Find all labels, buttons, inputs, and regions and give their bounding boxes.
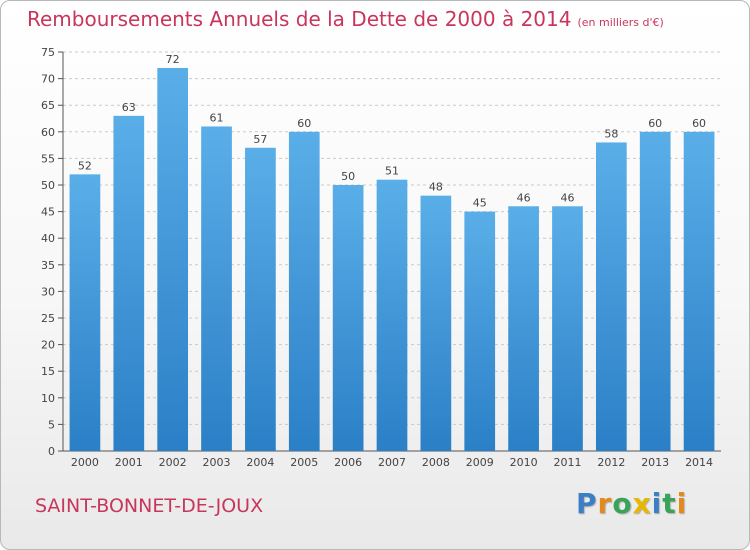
- x-tick-label: 2010: [510, 456, 538, 469]
- bar: [683, 131, 715, 452]
- x-tick-label: 2002: [159, 456, 187, 469]
- x-tick-label: 2004: [246, 456, 274, 469]
- bar: [552, 206, 583, 451]
- bar: [595, 142, 627, 451]
- bar-value-label: 63: [122, 101, 136, 114]
- bar: [201, 126, 232, 451]
- bar: [508, 206, 539, 451]
- x-tick-label: 2001: [115, 456, 143, 469]
- y-tick-label: 5: [48, 418, 55, 431]
- bar-value-label: 48: [429, 181, 443, 194]
- y-tick-label: 15: [41, 365, 55, 378]
- y-tick-label: 45: [41, 206, 55, 219]
- bar: [113, 115, 145, 451]
- bar-value-label: 60: [648, 117, 662, 130]
- y-tick-label: 20: [41, 339, 55, 352]
- x-tick-label: 2000: [71, 456, 99, 469]
- logo-letter: o: [612, 487, 633, 520]
- bar: [245, 147, 276, 451]
- x-tick-label: 2006: [334, 456, 362, 469]
- y-tick-label: 55: [41, 152, 55, 165]
- x-tick-label: 2007: [378, 456, 406, 469]
- chart-title-text: Remboursements Annuels de la Dette de 20…: [27, 7, 572, 31]
- logo-letter: t: [662, 487, 677, 520]
- bar-value-label: 45: [473, 197, 487, 210]
- logo-letter: r: [597, 487, 613, 520]
- y-tick-label: 0: [48, 445, 55, 458]
- bar-value-label: 51: [385, 165, 399, 178]
- bar: [420, 195, 452, 451]
- x-tick-label: 2009: [466, 456, 494, 469]
- y-tick-label: 35: [41, 259, 55, 272]
- bar: [376, 179, 408, 451]
- chart-title: Remboursements Annuels de la Dette de 20…: [27, 7, 664, 31]
- y-tick-label: 65: [41, 99, 55, 112]
- logo-letter: i: [651, 487, 663, 520]
- bar-value-label: 50: [341, 170, 355, 183]
- bar-value-label: 60: [692, 117, 706, 130]
- y-tick-label: 70: [41, 73, 55, 86]
- bar-value-label: 61: [210, 111, 224, 124]
- bar-value-label: 72: [166, 53, 180, 66]
- logo-letter: i: [676, 487, 688, 520]
- y-tick-label: 25: [41, 312, 55, 325]
- bar: [157, 67, 189, 452]
- bar-value-label: 60: [297, 117, 311, 130]
- x-tick-label: 2003: [203, 456, 231, 469]
- bar-value-label: 46: [560, 191, 574, 204]
- x-tick-label: 2013: [641, 456, 669, 469]
- bar-value-label: 57: [253, 133, 267, 146]
- bar-value-label: 58: [604, 127, 618, 140]
- bar-value-label: 46: [517, 191, 531, 204]
- bar: [332, 185, 364, 451]
- city-name: SAINT-BONNET-DE-JOUX: [35, 495, 264, 517]
- bar: [639, 131, 671, 452]
- x-tick-label: 2005: [290, 456, 318, 469]
- y-tick-label: 40: [41, 232, 55, 245]
- logo-letter: x: [632, 487, 652, 520]
- bar: [464, 211, 496, 451]
- x-tick-label: 2008: [422, 456, 450, 469]
- x-tick-label: 2014: [685, 456, 713, 469]
- chart-subtitle: (en milliers d'€): [577, 16, 664, 29]
- y-tick-label: 50: [41, 179, 55, 192]
- y-tick-label: 30: [41, 285, 55, 298]
- y-tick-label: 60: [41, 126, 55, 139]
- logo-letter: P: [576, 487, 598, 520]
- bar: [288, 131, 320, 452]
- bar-value-label: 52: [78, 159, 92, 172]
- bar: [69, 174, 101, 452]
- y-tick-label: 75: [41, 46, 55, 59]
- x-tick-label: 2012: [597, 456, 625, 469]
- x-tick-label: 2011: [553, 456, 581, 469]
- y-tick-label: 10: [41, 392, 55, 405]
- proxiti-logo: Proxiti: [576, 487, 687, 520]
